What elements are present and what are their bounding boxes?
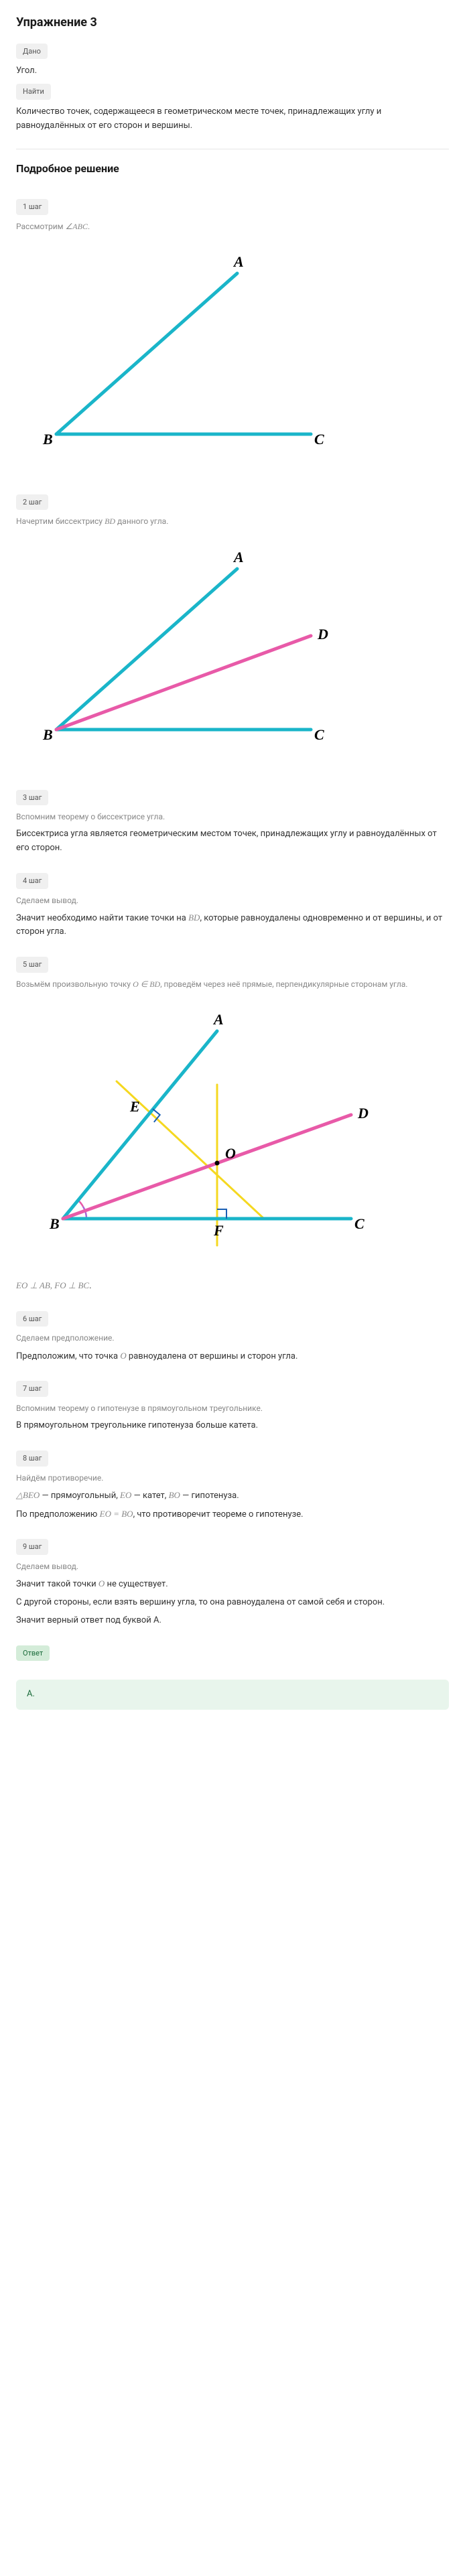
step-subtitle: Начертим биссектрису BD данного угла. bbox=[16, 515, 449, 528]
answer-block: А. bbox=[16, 1680, 449, 1710]
diagram-2: A B C D bbox=[16, 542, 449, 756]
given-badge: Дано bbox=[16, 44, 48, 60]
step-body: Значит необходимо найти такие точки на B… bbox=[16, 911, 449, 940]
solution-heading: Подробное решение bbox=[16, 160, 449, 178]
svg-text:D: D bbox=[317, 626, 328, 642]
step-badge: 8 шаг bbox=[16, 1450, 48, 1467]
step-subtitle: Сделаем вывод. bbox=[16, 894, 449, 907]
svg-text:C: C bbox=[354, 1215, 364, 1232]
step-subtitle: Вспомним теорему о гипотенузе в прямоуго… bbox=[16, 1402, 449, 1415]
svg-text:F: F bbox=[213, 1222, 224, 1239]
step-body: С другой стороны, если взять вершину угл… bbox=[16, 1596, 449, 1610]
svg-text:B: B bbox=[42, 431, 53, 448]
svg-text:A: A bbox=[232, 549, 244, 565]
step-body: В прямоугольном треугольнике гипотенуза … bbox=[16, 1419, 449, 1433]
diagram-3: A B C D E F O bbox=[16, 1004, 449, 1259]
find-badge: Найти bbox=[16, 84, 51, 100]
svg-text:A: A bbox=[232, 253, 244, 270]
answer-badge: Ответ bbox=[16, 1645, 50, 1662]
step-subtitle: Вспомним теорему о биссектрисе угла. bbox=[16, 811, 449, 823]
step-body: Значит верный ответ под буквой А. bbox=[16, 1614, 449, 1628]
find-text: Количество точек, содержащееся в геометр… bbox=[16, 105, 449, 133]
step-body: △BEO — прямоугольный, EO — катет, BO — г… bbox=[16, 1489, 449, 1503]
step-badge: 1 шаг bbox=[16, 199, 48, 215]
step-body: Значит такой точки O не существует. bbox=[16, 1577, 449, 1592]
svg-text:C: C bbox=[314, 431, 324, 448]
svg-text:D: D bbox=[357, 1105, 369, 1122]
step-badge: 3 шаг bbox=[16, 790, 48, 806]
step-subtitle: Найдём противоречие. bbox=[16, 1472, 449, 1485]
step-subtitle: Сделаем предположение. bbox=[16, 1332, 449, 1345]
svg-text:E: E bbox=[129, 1098, 140, 1115]
svg-text:A: A bbox=[212, 1011, 224, 1028]
step-subtitle: Рассмотрим ∠ABC. bbox=[16, 220, 449, 233]
step-badge: 6 шаг bbox=[16, 1311, 48, 1327]
step-badge: 9 шаг bbox=[16, 1539, 48, 1555]
step-badge: 2 шаг bbox=[16, 494, 48, 511]
step-badge: 5 шаг bbox=[16, 957, 48, 973]
svg-text:O: O bbox=[225, 1145, 236, 1162]
exercise-title: Упражнение 3 bbox=[16, 13, 449, 33]
svg-text:B: B bbox=[42, 726, 53, 743]
step-badge: 7 шаг bbox=[16, 1381, 48, 1397]
svg-text:C: C bbox=[314, 726, 324, 743]
step-subtitle: Возьмём произвольную точку O ∈ BD, прове… bbox=[16, 978, 449, 991]
step-subtitle: Сделаем вывод. bbox=[16, 1560, 449, 1573]
diagram-1: A B C bbox=[16, 247, 449, 461]
step-badge: 4 шаг bbox=[16, 873, 48, 889]
step-body: Биссектриса угла является геометрическим… bbox=[16, 827, 449, 856]
given-text: Угол. bbox=[16, 64, 449, 78]
perp-text: EO ⊥ AB, FO ⊥ BC. bbox=[16, 1279, 449, 1294]
step-body: По предположению EO = BO, что противореч… bbox=[16, 1507, 449, 1522]
step-body: Предположим, что точка O равноудалена от… bbox=[16, 1349, 449, 1364]
svg-text:B: B bbox=[49, 1215, 60, 1232]
